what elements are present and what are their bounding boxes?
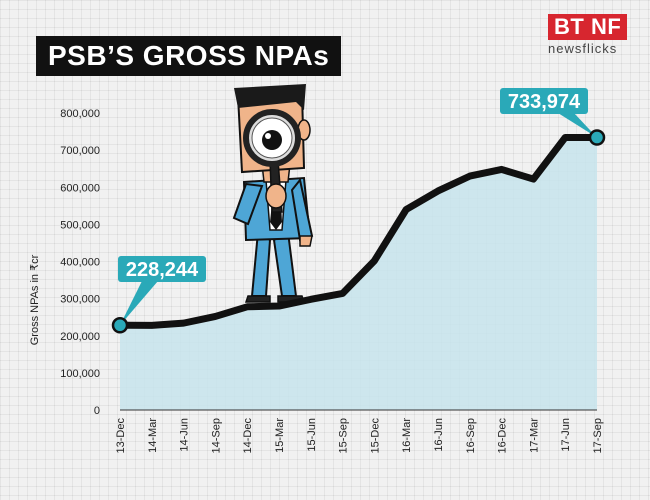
y-tick-label: 400,000: [60, 257, 100, 269]
y-tick-label: 800,000: [60, 108, 100, 120]
callout-box: [500, 88, 588, 114]
x-tick-label: 14-Mar: [147, 418, 159, 453]
logo-main: BT NF: [548, 14, 628, 40]
callout-pointer: [120, 281, 158, 326]
y-tick-label: 700,000: [60, 145, 100, 157]
axis-layer: 0 100,000 200,000 300,000 400,000 500,000 600,…: [60, 108, 604, 453]
x-tick-label: 15-Sep: [338, 418, 350, 453]
series-line: [116, 134, 601, 329]
area-fill: [120, 137, 597, 410]
y-tick-label: 300,000: [60, 294, 100, 306]
chart-title: PSB’S GROSS NPAs: [36, 36, 342, 76]
x-tick-label: 16-Mar: [401, 418, 413, 453]
y-tick-label: 500,000: [60, 219, 100, 231]
callout-layer: 228,244 733,974: [111, 88, 606, 334]
brand-logo: BT NF newsflicks: [548, 14, 632, 62]
logo-sub: newsflicks: [548, 41, 618, 56]
y-tick-label: 200,000: [60, 331, 100, 343]
x-tick-label: 17-Sep: [592, 418, 604, 453]
callout-box: [118, 256, 206, 282]
callout-marker: [588, 129, 606, 146]
y-tick-label: 600,000: [60, 182, 100, 194]
x-tick-label: 14-Dec: [242, 418, 254, 454]
detective-illustration: [232, 84, 314, 303]
x-tick-label: 17-Mar: [528, 418, 540, 453]
x-tick-label: 17-Jun: [560, 418, 572, 452]
y-tick-label: 0: [94, 405, 100, 417]
x-tick-label: 15-Mar: [274, 418, 286, 453]
x-tick-label: 16-Dec: [497, 418, 509, 454]
x-tick-label: 14-Jun: [179, 418, 191, 452]
callout-label: 733,974: [508, 91, 581, 113]
x-tick-label: 13-Dec: [115, 418, 127, 454]
line-layer: [116, 134, 601, 329]
y-tick-label: 100,000: [60, 368, 100, 380]
callout-marker: [111, 317, 129, 334]
x-tick-label: 14-Sep: [210, 418, 222, 453]
x-tick-label: 16-Jun: [433, 418, 445, 452]
callout-label: 228,244: [126, 259, 199, 281]
y-axis-label: Gross NPAs in ₹cr: [29, 254, 41, 346]
x-tick-label: 15-Jun: [306, 418, 318, 452]
callout-pointer: [558, 113, 597, 138]
area-layer: [120, 137, 597, 410]
x-tick-label: 16-Sep: [465, 418, 477, 453]
x-tick-label: 15-Dec: [369, 418, 381, 454]
